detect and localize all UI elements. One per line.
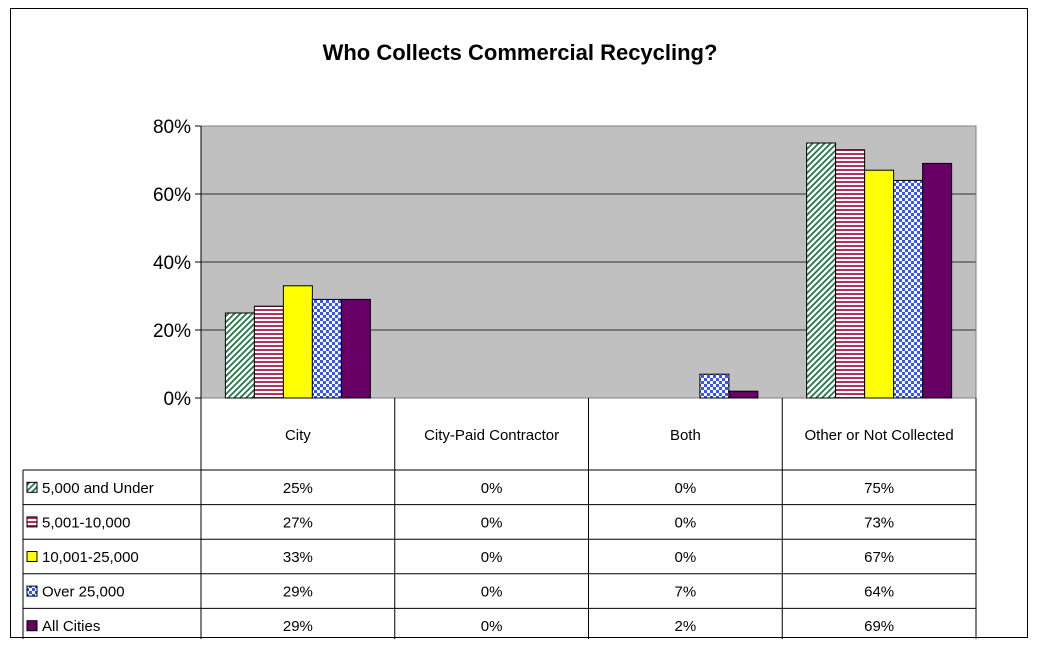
legend-key-5-001-10-000	[26, 516, 38, 528]
chart: Who Collects Commercial Recycling? 0% 20%…	[22, 40, 977, 639]
legend-key-over-25-000	[26, 585, 38, 597]
data-table	[22, 398, 977, 639]
bar-5-001-10-000-city	[253, 305, 284, 399]
legend-key-10-001-25-000	[26, 551, 38, 562]
bar-5-001-10-000-other-or-not-collected	[835, 149, 866, 399]
y-tick-label: 40%	[153, 253, 191, 274]
legend-key-all-cities	[26, 620, 38, 632]
data-cell: 0%	[481, 549, 503, 566]
bar-all-cities-both	[728, 390, 759, 399]
category-label: Other or Not Collected	[805, 427, 954, 444]
data-cell: 0%	[481, 514, 503, 531]
bar-over-25-000-other-or-not-collected	[893, 179, 924, 399]
bar-5-000-and-under-city	[224, 312, 255, 399]
data-cell: 0%	[675, 480, 697, 497]
data-cell: 29%	[283, 618, 313, 635]
y-tick-label: 20%	[153, 321, 191, 342]
chart-title: Who Collects Commercial Recycling?	[323, 40, 718, 65]
bar-over-25-000-city	[311, 298, 342, 399]
category-label: City-Paid Contractor	[424, 427, 559, 444]
bar-5-000-and-under-other-or-not-collected	[806, 142, 837, 399]
series-label: All Cities	[42, 618, 100, 635]
data-cell: 64%	[864, 584, 894, 601]
bar-10-001-25-000-other-or-not-collected	[864, 169, 895, 399]
bars	[224, 142, 953, 399]
data-cell: 67%	[864, 549, 894, 566]
data-cell: 75%	[864, 480, 894, 497]
data-table-text: City City-Paid Contractor Both Other or Not…	[26, 427, 954, 635]
category-label: Both	[670, 427, 701, 444]
y-tick-label: 60%	[153, 185, 191, 206]
series-label: Over 25,000	[42, 584, 125, 601]
bar-over-25-000-both	[699, 373, 730, 399]
data-cell: 25%	[283, 480, 313, 497]
data-cell: 29%	[283, 584, 313, 601]
data-cell: 0%	[675, 514, 697, 531]
data-cell: 0%	[675, 549, 697, 566]
series-label: 5,000 and Under	[42, 480, 154, 497]
series-label: 5,001-10,000	[42, 514, 130, 531]
bar-all-cities-other-or-not-collected	[922, 162, 953, 399]
category-label: City	[285, 427, 311, 444]
data-cell: 0%	[481, 584, 503, 601]
data-cell: 0%	[481, 618, 503, 635]
bar-10-001-25-000-city	[282, 285, 313, 399]
data-cell: 7%	[675, 584, 697, 601]
data-cell: 0%	[481, 480, 503, 497]
data-cell: 73%	[864, 514, 894, 531]
y-tick-label: 80%	[153, 117, 191, 138]
y-tick-label: 0%	[164, 389, 192, 410]
data-cell: 2%	[675, 618, 697, 635]
data-cell: 33%	[283, 549, 313, 566]
legend-key-5-000-and-under	[26, 481, 38, 493]
data-cell: 27%	[283, 514, 313, 531]
chart-frame: Who Collects Commercial Recycling? 0% 20%…	[10, 8, 1028, 639]
bar-all-cities-city	[340, 298, 371, 399]
data-cell: 69%	[864, 618, 894, 635]
series-label: 10,001-25,000	[42, 549, 139, 566]
